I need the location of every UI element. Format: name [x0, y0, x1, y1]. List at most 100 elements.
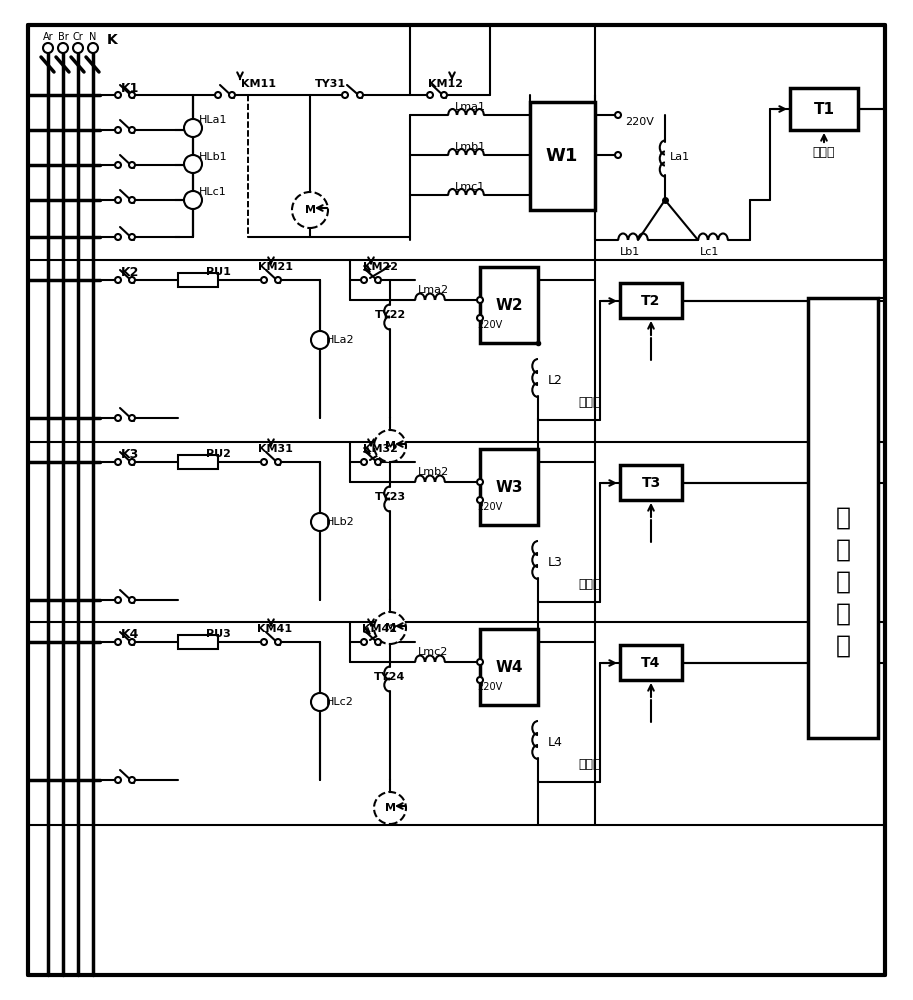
Text: W3: W3: [495, 480, 523, 494]
Text: HLa1: HLa1: [199, 115, 227, 125]
Text: 热电偶: 热电偶: [579, 758, 602, 770]
Text: L2: L2: [548, 373, 562, 386]
Circle shape: [88, 43, 98, 53]
Circle shape: [129, 639, 135, 645]
Text: KM22: KM22: [362, 262, 397, 272]
Circle shape: [375, 459, 381, 465]
Text: W4: W4: [495, 660, 523, 674]
Text: 控: 控: [835, 538, 851, 562]
Text: W2: W2: [495, 298, 523, 312]
Circle shape: [229, 92, 235, 98]
Circle shape: [115, 277, 121, 283]
Bar: [808, 298, 878, 738]
Text: 电: 电: [835, 602, 851, 626]
Circle shape: [477, 479, 483, 485]
Circle shape: [115, 197, 121, 203]
Text: 总: 总: [835, 506, 851, 530]
Text: 220V: 220V: [477, 502, 503, 512]
Circle shape: [129, 197, 135, 203]
Circle shape: [342, 92, 348, 98]
Text: 220V: 220V: [477, 320, 503, 330]
Text: HLc1: HLc1: [199, 187, 226, 197]
Circle shape: [311, 693, 329, 711]
Circle shape: [43, 43, 53, 53]
Text: TY23: TY23: [374, 492, 405, 502]
Circle shape: [115, 127, 121, 133]
Circle shape: [292, 192, 328, 228]
Circle shape: [375, 639, 381, 645]
Bar: [480, 267, 538, 343]
Circle shape: [311, 513, 329, 531]
Bar: [620, 465, 682, 500]
Circle shape: [115, 777, 121, 783]
Text: Lc1: Lc1: [700, 247, 719, 257]
Text: KM21: KM21: [257, 262, 292, 272]
Circle shape: [361, 459, 367, 465]
Bar: [620, 645, 682, 680]
Circle shape: [441, 92, 447, 98]
Circle shape: [477, 497, 483, 503]
Circle shape: [477, 315, 483, 321]
Text: HLc2: HLc2: [326, 697, 354, 707]
Text: M: M: [305, 205, 316, 215]
Circle shape: [275, 459, 281, 465]
Text: T2: T2: [641, 294, 661, 308]
Text: Cr: Cr: [73, 32, 83, 42]
Text: TY22: TY22: [374, 310, 405, 320]
Circle shape: [129, 277, 135, 283]
Text: Lmb2: Lmb2: [417, 467, 448, 477]
Text: M: M: [384, 803, 395, 813]
Circle shape: [261, 639, 267, 645]
Text: KM31: KM31: [257, 444, 292, 454]
Text: 热电偶: 热电偶: [579, 395, 602, 408]
Text: 220V: 220V: [477, 682, 503, 692]
Circle shape: [129, 234, 135, 240]
Circle shape: [215, 92, 221, 98]
Text: K3: K3: [121, 448, 139, 460]
Bar: [480, 449, 538, 525]
Text: 制: 制: [835, 570, 851, 594]
Circle shape: [129, 127, 135, 133]
Text: Lma2: Lma2: [417, 285, 448, 295]
Circle shape: [427, 92, 433, 98]
Text: Br: Br: [58, 32, 68, 42]
Bar: [530, 102, 595, 210]
Text: L4: L4: [548, 736, 562, 748]
Circle shape: [184, 119, 202, 137]
Text: KM42: KM42: [362, 624, 397, 634]
Text: Lma1: Lma1: [455, 102, 486, 112]
Circle shape: [115, 162, 121, 168]
Circle shape: [115, 597, 121, 603]
Bar: [620, 283, 682, 318]
Circle shape: [261, 277, 267, 283]
Text: T4: T4: [641, 656, 661, 670]
Circle shape: [129, 459, 135, 465]
Circle shape: [129, 777, 135, 783]
Text: 路: 路: [835, 634, 851, 658]
Text: HLb2: HLb2: [326, 517, 354, 527]
Circle shape: [115, 234, 121, 240]
Circle shape: [477, 677, 483, 683]
Bar: [178, 635, 218, 649]
Text: 热电偶: 热电偶: [579, 578, 602, 590]
Circle shape: [357, 92, 363, 98]
Text: N: N: [89, 32, 97, 42]
Bar: [178, 273, 218, 287]
Circle shape: [361, 639, 367, 645]
Text: M: M: [384, 441, 395, 451]
Bar: [480, 629, 538, 705]
Text: K4: K4: [121, 628, 139, 641]
Text: KM32: KM32: [362, 444, 397, 454]
Circle shape: [115, 415, 121, 421]
Text: KM11: KM11: [240, 79, 276, 89]
Bar: [178, 455, 218, 469]
Text: KM12: KM12: [427, 79, 463, 89]
Text: K2: K2: [121, 265, 139, 278]
Circle shape: [375, 277, 381, 283]
Circle shape: [129, 162, 135, 168]
Text: Ar: Ar: [43, 32, 53, 42]
Text: PU2: PU2: [205, 449, 230, 459]
Circle shape: [73, 43, 83, 53]
Text: L3: L3: [548, 556, 562, 568]
Text: La1: La1: [670, 152, 690, 162]
